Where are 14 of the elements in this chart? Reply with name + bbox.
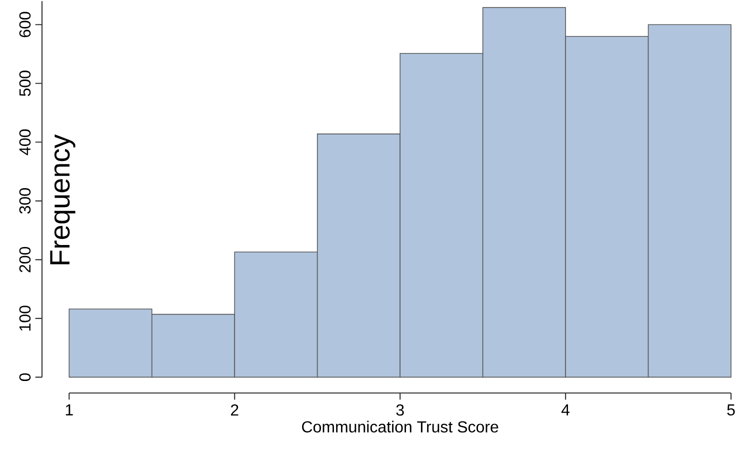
y-axis-title: Frequency	[50, 134, 76, 264]
x-tick-label: 3	[396, 404, 404, 416]
y-tick-label: 300	[19, 188, 31, 214]
x-tick-label: 5	[727, 404, 735, 416]
y-tick-label: 0	[19, 373, 31, 382]
x-axis-title: Communication Trust Score	[302, 420, 498, 433]
y-tick-label: 400	[19, 129, 31, 156]
y-tick-label: 100	[19, 306, 31, 331]
y-tick-label: 600	[19, 12, 31, 38]
x-tick-label: 2	[230, 404, 238, 416]
y-tick-label: 500	[19, 70, 31, 96]
x-tick-label: 1	[66, 404, 73, 416]
x-tick-label: 4	[561, 404, 570, 416]
y-tick-label: 200	[19, 246, 31, 272]
